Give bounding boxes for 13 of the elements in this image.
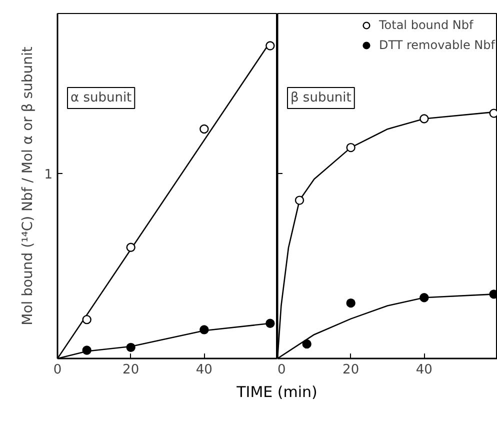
legend-label: Total bound Nbf	[378, 18, 474, 32]
y-axis-title: Mol bound (¹⁴C) Nbf / Mol α or β subunit	[20, 46, 36, 326]
x-axis-title: TIME (min)	[236, 382, 318, 403]
x-tick-label: 0	[278, 362, 286, 378]
x-tick-label: 40	[196, 362, 212, 378]
x-tick-label: 0	[53, 362, 62, 378]
text: 1	[44, 168, 53, 182]
text: β subunit	[290, 90, 352, 106]
x-tick-label: 40	[416, 362, 432, 378]
x-tick-label: 20	[122, 362, 140, 378]
legend-label: DTT removable Nbf	[378, 38, 495, 52]
annotation: α subunit	[70, 90, 132, 106]
x-tick-label: 20	[342, 362, 360, 378]
